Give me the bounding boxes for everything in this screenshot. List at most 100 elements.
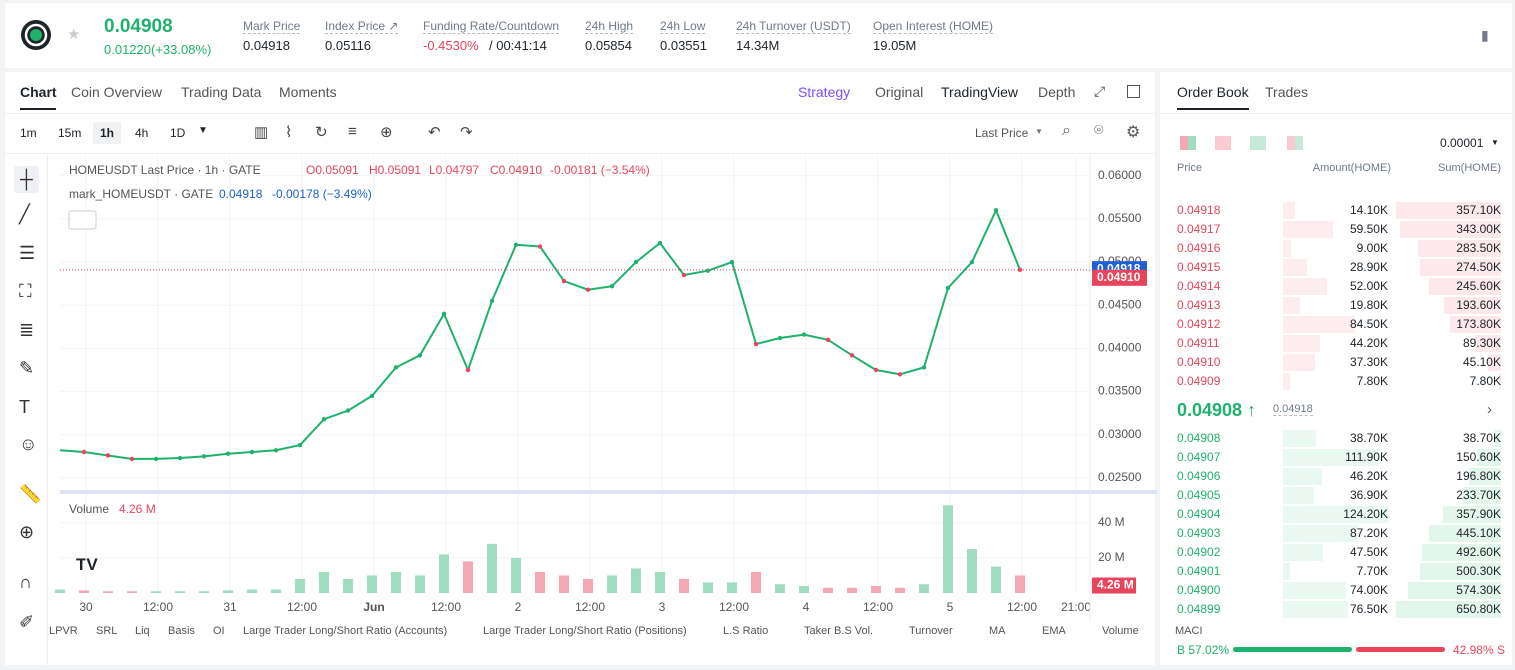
layout-toggle[interactable] xyxy=(1250,136,1266,150)
drawing-tool[interactable]: ⛶ xyxy=(19,281,32,301)
indicator[interactable]: L.S Ratio xyxy=(723,625,769,637)
price-point xyxy=(945,285,951,291)
interval[interactable]: 1D xyxy=(170,126,186,140)
depth-bar xyxy=(1476,449,1501,466)
indicator[interactable]: MA xyxy=(989,625,1006,637)
chart-view[interactable]: Strategy xyxy=(798,84,851,100)
toolbar-icon[interactable]: ▥ xyxy=(254,124,269,141)
indicator[interactable]: EMA xyxy=(1042,625,1066,637)
indicator[interactable]: Liq xyxy=(135,625,150,637)
chart-view[interactable]: Depth xyxy=(1038,84,1076,100)
ob-price[interactable]: 0.04914 xyxy=(1177,279,1221,293)
depth-bar xyxy=(1463,487,1501,504)
toolbar-icon[interactable]: ⚙ xyxy=(1126,124,1141,141)
favorite-star[interactable]: ★ xyxy=(67,26,81,43)
indicator[interactable]: Basis xyxy=(168,625,195,637)
ob-price[interactable]: 0.04903 xyxy=(1177,526,1221,540)
drawing-tool[interactable]: ✐ xyxy=(19,612,35,632)
expand-icon[interactable]: ⤢ xyxy=(1094,83,1106,99)
price-source[interactable]: Last Price xyxy=(975,126,1029,140)
drawing-tool[interactable]: 📏 xyxy=(19,484,42,504)
indicator[interactable]: Large Trader Long/Short Ratio (Accounts) xyxy=(243,625,448,637)
layout-toggle[interactable] xyxy=(1215,136,1231,150)
chart-tab[interactable]: Moments xyxy=(279,84,337,100)
drawing-tool[interactable]: ╱ xyxy=(19,204,30,224)
ob-price[interactable]: 0.04900 xyxy=(1177,583,1221,597)
indicator[interactable]: Taker B.S Vol. xyxy=(804,625,874,637)
x-tick-label: 12:00 xyxy=(719,600,749,614)
ob-price[interactable]: 0.04909 xyxy=(1177,374,1221,388)
toolbar-icon[interactable]: ⊕ xyxy=(380,124,393,141)
chart-tab[interactable]: Chart xyxy=(20,84,57,100)
chart-tab[interactable]: Trading Data xyxy=(181,84,262,100)
ob-price[interactable]: 0.04915 xyxy=(1177,260,1221,274)
ob-price[interactable]: 0.04907 xyxy=(1177,450,1221,464)
drawing-tool[interactable]: ∩ xyxy=(19,572,32,592)
chevron[interactable]: › xyxy=(1487,401,1492,418)
ob-price[interactable]: 0.04902 xyxy=(1177,545,1221,559)
divider xyxy=(47,155,48,665)
toolbar-icon[interactable]: ⌕ xyxy=(1062,122,1071,139)
indicator[interactable]: Volume xyxy=(1102,625,1139,637)
y-tick-label: 0.03500 xyxy=(1098,384,1142,398)
chart-tab[interactable]: Coin Overview xyxy=(71,84,163,100)
toolbar-icon[interactable]: ⌾ xyxy=(1094,122,1104,139)
ob-tab[interactable]: Order Book xyxy=(1177,84,1249,100)
ob-price[interactable]: 0.04899 xyxy=(1177,602,1221,616)
window-icon[interactable] xyxy=(1127,85,1140,98)
ob-price[interactable]: 0.04916 xyxy=(1177,241,1221,255)
indicator[interactable]: Turnover xyxy=(909,625,953,637)
ob-sum: 574.30K xyxy=(1456,583,1501,597)
ob-price[interactable]: 0.04917 xyxy=(1177,222,1221,236)
ob-price[interactable]: 0.04905 xyxy=(1177,488,1221,502)
ob-tab[interactable]: Trades xyxy=(1265,84,1309,100)
interval[interactable]: 15m xyxy=(58,126,82,140)
depth-bar xyxy=(1428,278,1501,295)
ob-sum: 38.70K xyxy=(1462,431,1501,445)
drawing-tool[interactable]: ⊕ xyxy=(19,522,35,542)
layout-toggle[interactable] xyxy=(1287,136,1303,150)
drawing-tool[interactable]: ≣ xyxy=(19,320,35,340)
toolbar-icon[interactable]: ⌇ xyxy=(285,124,293,141)
indicator[interactable]: SRL xyxy=(96,625,118,637)
chart-view[interactable]: TradingView xyxy=(941,84,1019,100)
amount-bar xyxy=(1283,506,1389,523)
interval[interactable]: 1h xyxy=(93,122,122,144)
ob-price[interactable]: 0.04910 xyxy=(1177,355,1221,369)
menu-icon[interactable]: ▮ xyxy=(1481,27,1489,43)
interval[interactable]: 1m xyxy=(20,126,37,140)
price-point xyxy=(513,242,519,247)
ob-price[interactable]: 0.04912 xyxy=(1177,317,1221,331)
drawing-tool[interactable]: ✎ xyxy=(19,358,35,378)
ob-price[interactable]: 0.04918 xyxy=(1177,203,1221,217)
ob-price[interactable]: 0.04911 xyxy=(1177,336,1220,350)
chart-view[interactable]: Original xyxy=(875,84,924,100)
volume-bar xyxy=(583,578,593,593)
layout-toggle[interactable] xyxy=(1180,136,1196,150)
dropdown[interactable]: ▼ xyxy=(198,125,208,136)
toolbar-icon[interactable]: ↻ xyxy=(315,124,328,141)
dropdown[interactable]: ▼ xyxy=(1035,127,1043,136)
price-point xyxy=(441,311,447,317)
indicator[interactable]: LPVR xyxy=(49,625,78,637)
ob-sum: 233.70K xyxy=(1456,488,1501,502)
indicator[interactable]: MACI xyxy=(1175,625,1203,637)
indicator[interactable]: OI xyxy=(213,625,225,637)
drawing-tool[interactable]: ☺ xyxy=(19,434,38,454)
drawing-tool[interactable]: ☰ xyxy=(19,243,36,263)
indicator[interactable]: Large Trader Long/Short Ratio (Positions… xyxy=(483,625,687,637)
dropdown[interactable]: ▼ xyxy=(1491,138,1499,147)
toolbar-icon[interactable]: ↷ xyxy=(460,124,473,141)
collapse-button xyxy=(68,210,97,230)
toolbar-icon[interactable]: ≡ xyxy=(348,123,357,140)
ob-price[interactable]: 0.04913 xyxy=(1177,298,1221,312)
interval[interactable]: 4h xyxy=(135,126,149,140)
ob-price[interactable]: 0.04908 xyxy=(1177,431,1221,445)
precision[interactable]: 0.00001 xyxy=(1440,136,1484,150)
drawing-tool[interactable]: ┼ xyxy=(14,166,39,193)
toolbar-icon[interactable]: ↶ xyxy=(428,124,441,141)
ob-price[interactable]: 0.04904 xyxy=(1177,507,1221,521)
ob-price[interactable]: 0.04901 xyxy=(1177,564,1221,578)
ob-price[interactable]: 0.04906 xyxy=(1177,469,1221,483)
drawing-tool[interactable]: T xyxy=(19,397,30,417)
